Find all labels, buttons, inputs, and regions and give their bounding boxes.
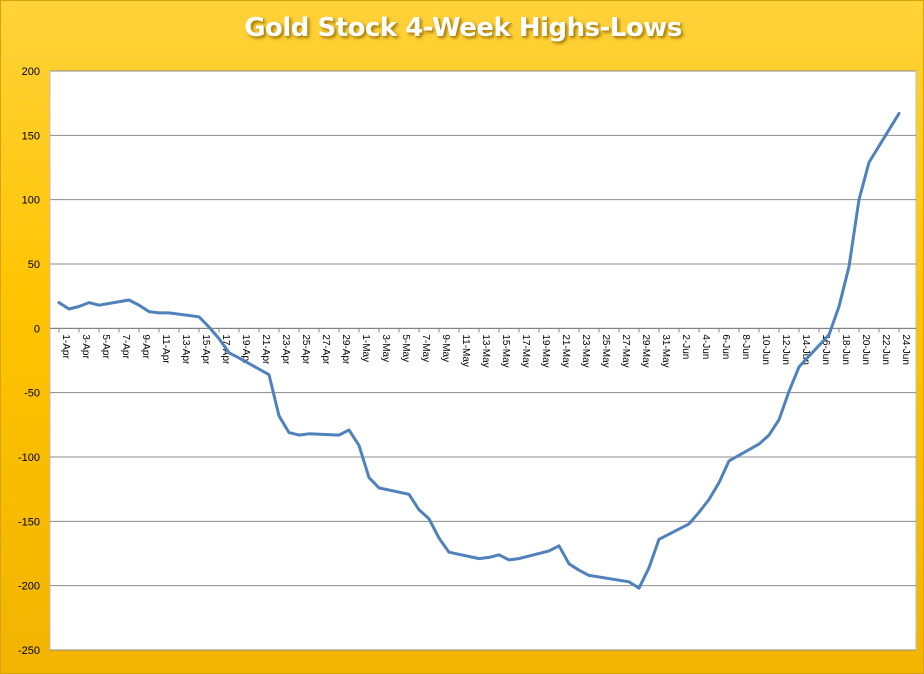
x-tick-label: 9-Apr	[140, 334, 151, 359]
x-tick-label: 3-Apr	[80, 334, 91, 359]
x-tick-label: 18-Jun	[840, 334, 851, 365]
x-tick-label: 22-Jun	[880, 334, 891, 365]
x-tick-label: 27-May	[620, 334, 631, 367]
x-tick-label: 23-May	[580, 334, 591, 367]
y-tick-label: 200	[22, 66, 40, 78]
x-tick-label: 8-Jun	[740, 334, 751, 359]
x-tick-label: 29-May	[640, 334, 651, 367]
x-tick-label: 15-Apr	[200, 334, 211, 365]
series-line	[57, 112, 901, 590]
x-tick-label: 2-Jun	[680, 334, 691, 359]
y-tick-label: 50	[28, 259, 40, 271]
y-tick-label: 150	[22, 130, 40, 142]
x-tick-label: 4-Jun	[700, 334, 711, 359]
y-tick-label: -100	[18, 452, 40, 464]
y-tick-label: -200	[18, 581, 40, 593]
y-tick-label: 0	[34, 323, 40, 335]
x-tick-label: 9-May	[440, 334, 451, 362]
x-tick-label: 5-Apr	[100, 334, 111, 359]
x-tick-label: 19-May	[540, 334, 551, 367]
x-tick-label: 1-May	[360, 334, 371, 362]
x-axis-ticks: 1-Apr 3-Apr 5-Apr 7-Apr 9-Apr 11-Apr 13-Apr 15-…	[58, 328, 911, 368]
chart-title: Gold Stock 4-Week Highs-Lows	[244, 13, 682, 43]
x-tick-label: 25-May	[600, 334, 611, 367]
y-tick-label: 100	[22, 195, 40, 207]
x-tick-label: 19-Apr	[240, 334, 251, 365]
x-tick-label: 1-Apr	[60, 334, 71, 359]
y-axis-ticks: 200 150 100 50 0 -50 -100 -150 -200 -250	[18, 66, 40, 657]
x-tick-label: 11-May	[460, 334, 471, 367]
x-tick-label: 13-Apr	[180, 334, 191, 365]
x-tick-label: 10-Jun	[760, 334, 771, 365]
x-tick-label: 6-Jun	[720, 334, 731, 359]
x-tick-label: 24-Jun	[900, 334, 911, 365]
y-tick-label: -50	[24, 388, 40, 400]
x-tick-label: 21-Apr	[260, 334, 271, 365]
x-tick-label: 15-May	[500, 334, 511, 367]
gridlines	[50, 70, 916, 651]
x-tick-label: 5-May	[400, 334, 411, 362]
x-tick-label: 13-May	[480, 334, 491, 367]
x-tick-label: 17-May	[520, 334, 531, 367]
x-tick-label: 21-May	[560, 334, 571, 367]
x-tick-label: 31-May	[660, 334, 671, 367]
series-layer	[57, 112, 901, 590]
x-tick-label: 16-Jun	[820, 334, 831, 365]
x-tick-label: 20-Jun	[860, 334, 871, 365]
x-tick-label: 7-May	[420, 334, 431, 362]
x-tick-label: 12-Jun	[780, 334, 791, 365]
x-tick-label: 3-May	[380, 334, 391, 362]
x-tick-label: 23-Apr	[280, 334, 291, 365]
x-tick-label: 25-Apr	[300, 334, 311, 365]
x-tick-label: 14-Jun	[800, 334, 811, 365]
x-tick-label: 7-Apr	[120, 334, 131, 359]
x-tick-label: 29-Apr	[340, 334, 351, 365]
x-tick-label: 11-Apr	[160, 334, 171, 364]
y-tick-label: -150	[18, 516, 40, 528]
x-tick-label: 27-Apr	[320, 334, 331, 365]
y-tick-label: -250	[18, 645, 40, 657]
